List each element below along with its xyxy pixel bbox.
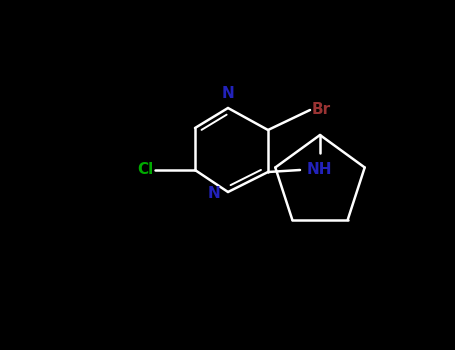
Text: Cl: Cl	[137, 162, 153, 177]
Text: N: N	[222, 86, 234, 102]
Text: N: N	[207, 187, 220, 202]
Text: NH: NH	[307, 162, 333, 177]
Text: Br: Br	[312, 103, 331, 118]
